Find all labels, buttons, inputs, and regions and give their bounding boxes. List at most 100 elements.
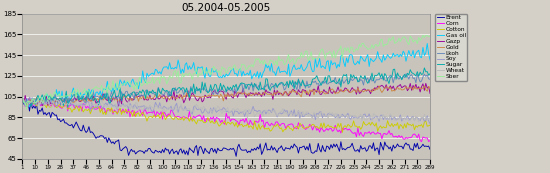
Gold <box>219 95 225 97</box>
Cotton <box>37 99 44 101</box>
Lkoh <box>156 90 163 92</box>
Gazp <box>23 101 30 103</box>
Cotton <box>23 105 30 107</box>
Gas oil <box>219 77 225 79</box>
Gold <box>23 102 30 104</box>
Gas oil <box>342 66 348 68</box>
Brent <box>342 149 348 151</box>
Gazp <box>427 92 433 94</box>
Corn <box>418 141 425 143</box>
Gas oil <box>26 106 33 108</box>
Soy <box>427 123 433 125</box>
Brent <box>19 97 26 99</box>
Soy <box>23 104 30 106</box>
Sber <box>219 66 225 68</box>
Sber <box>420 34 426 36</box>
Line: Sugar: Sugar <box>23 68 430 107</box>
Gas oil <box>19 101 26 103</box>
Wheat <box>81 105 88 107</box>
Corn <box>219 119 225 121</box>
Wheat <box>219 112 225 114</box>
Sugar <box>219 89 225 91</box>
Lkoh <box>427 78 433 80</box>
Sugar <box>64 106 71 108</box>
Brent <box>37 110 44 112</box>
Lkoh <box>81 101 88 103</box>
Sugar <box>342 75 348 77</box>
Gas oil <box>23 98 30 100</box>
Gold <box>25 104 31 107</box>
Sugar <box>23 101 30 103</box>
Lkoh <box>403 73 409 75</box>
Sber <box>342 47 348 49</box>
Gas oil <box>156 71 163 73</box>
Gold <box>19 101 26 103</box>
Cotton <box>339 131 345 133</box>
Line: Gas oil: Gas oil <box>23 43 430 107</box>
Legend: Brent, Corn, Cotton, Gas oil, Gazp, Gold, Lkoh, Soy, Sugar, Wheat, Sber: Brent, Corn, Cotton, Gas oil, Gazp, Gold… <box>435 13 468 81</box>
Gold <box>421 85 428 87</box>
Gold <box>39 100 46 102</box>
Corn <box>23 98 30 100</box>
Brent <box>80 124 86 126</box>
Wheat <box>427 116 433 119</box>
Sber <box>81 88 88 90</box>
Brent <box>23 106 30 108</box>
Sugar <box>81 98 88 100</box>
Line: Cotton: Cotton <box>23 98 430 132</box>
Soy <box>219 109 225 111</box>
Wheat <box>19 98 26 100</box>
Cotton <box>342 125 348 127</box>
Cotton <box>19 97 26 99</box>
Wheat <box>342 114 348 116</box>
Soy <box>342 117 348 119</box>
Lkoh <box>23 99 30 102</box>
Line: Corn: Corn <box>23 98 430 142</box>
Gas oil <box>39 103 46 105</box>
Corn <box>39 101 46 103</box>
Soy <box>156 102 163 104</box>
Gazp <box>219 90 225 92</box>
Line: Wheat: Wheat <box>23 98 430 122</box>
Soy <box>26 96 33 98</box>
Gazp <box>37 99 44 101</box>
Gas oil <box>424 42 431 44</box>
Line: Lkoh: Lkoh <box>23 74 430 106</box>
Lkoh <box>219 87 225 89</box>
Sugar <box>427 73 433 75</box>
Gold <box>342 89 348 91</box>
Wheat <box>52 97 58 99</box>
Gold <box>427 87 433 89</box>
Brent <box>427 148 433 151</box>
Sber <box>19 95 26 97</box>
Lkoh <box>342 80 348 83</box>
Cotton <box>427 124 433 126</box>
Sber <box>427 35 433 37</box>
Corn <box>427 140 433 142</box>
Lkoh <box>39 100 46 102</box>
Wheat <box>415 121 422 123</box>
Gazp <box>80 98 86 100</box>
Cotton <box>80 111 86 113</box>
Brent <box>217 150 224 152</box>
Gas oil <box>427 59 433 61</box>
Corn <box>19 102 26 104</box>
Gazp <box>342 87 348 89</box>
Cotton <box>155 114 162 116</box>
Title: 05.2004-05.2005: 05.2004-05.2005 <box>182 3 271 13</box>
Gazp <box>116 106 122 108</box>
Sugar <box>156 91 163 93</box>
Gazp <box>156 98 163 100</box>
Soy <box>39 102 46 104</box>
Sugar <box>421 67 428 69</box>
Line: Soy: Soy <box>23 97 430 124</box>
Sugar <box>37 97 44 99</box>
Lkoh <box>19 96 26 98</box>
Lkoh <box>29 105 36 107</box>
Wheat <box>23 101 30 103</box>
Sber <box>39 102 46 104</box>
Brent <box>233 155 239 157</box>
Line: Gold: Gold <box>23 86 430 106</box>
Corn <box>342 127 348 129</box>
Gold <box>81 99 88 101</box>
